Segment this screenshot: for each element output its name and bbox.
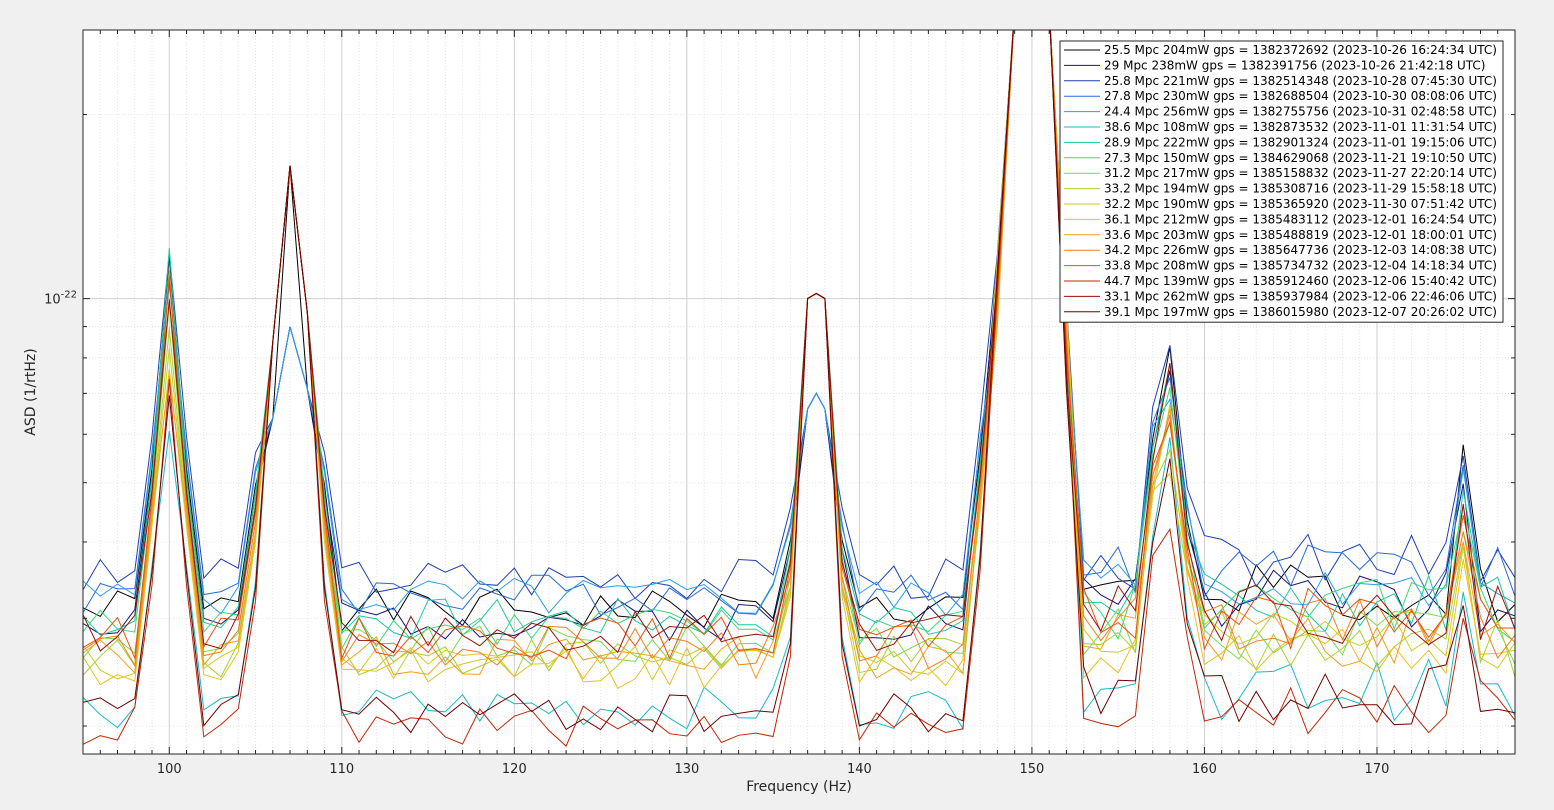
legend-entry[interactable]: 29 Mpc 238mW gps = 1382391756 (2023-10-2…: [1104, 58, 1486, 72]
x-tick-label: 130: [674, 762, 699, 777]
legend-entry[interactable]: 27.8 Mpc 230mW gps = 1382688504 (2023-10…: [1104, 89, 1497, 103]
x-tick-label: 120: [502, 762, 527, 777]
legend-entry[interactable]: 24.4 Mpc 256mW gps = 1382755756 (2023-10…: [1104, 105, 1497, 119]
series-line: [83, 30, 1515, 617]
legend-entry[interactable]: 44.7 Mpc 139mW gps = 1385912460 (2023-12…: [1104, 274, 1497, 288]
x-axis-label: Frequency (Hz): [746, 779, 852, 795]
legend-entry[interactable]: 32.2 Mpc 190mW gps = 1385365920 (2023-11…: [1104, 197, 1497, 211]
x-tick-label: 160: [1192, 762, 1217, 777]
legend-entry[interactable]: 25.5 Mpc 204mW gps = 1382372692 (2023-10…: [1104, 43, 1497, 57]
legend-entry[interactable]: 33.6 Mpc 203mW gps = 1385488819 (2023-12…: [1104, 228, 1497, 242]
series-line: [83, 30, 1515, 734]
legend-entry[interactable]: 27.3 Mpc 150mW gps = 1384629068 (2023-11…: [1104, 151, 1497, 165]
x-axis: 100 110 120 130 140 150 160 170: [82, 30, 1516, 777]
legend-box: [1059, 40, 1504, 323]
x-tick-label: 110: [329, 762, 354, 777]
x-tick-label: 140: [847, 762, 872, 777]
legend-entry[interactable]: 36.1 Mpc 212mW gps = 1385483112 (2023-12…: [1104, 212, 1497, 226]
legend-entry[interactable]: 31.2 Mpc 217mW gps = 1385158832 (2023-11…: [1104, 166, 1497, 180]
x-tick-label: 150: [1020, 762, 1045, 777]
legend-entry[interactable]: 33.1 Mpc 262mW gps = 1385937984 (2023-12…: [1104, 289, 1497, 303]
y-axis-label: ASD (1/rtHz): [23, 348, 39, 435]
y-axis: 10-22: [44, 114, 1515, 727]
series-lines: [83, 30, 1515, 747]
x-tick-label: 170: [1365, 762, 1390, 777]
legend-entry[interactable]: 38.6 Mpc 108mW gps = 1382873532 (2023-11…: [1104, 120, 1497, 134]
plot-border: [82, 29, 1516, 755]
legend-entry[interactable]: 33.8 Mpc 208mW gps = 1385734732 (2023-12…: [1104, 259, 1497, 273]
y-tick-label: 10-22: [44, 290, 77, 308]
legend-entry[interactable]: 39.1 Mpc 197mW gps = 1386015980 (2023-12…: [1104, 305, 1497, 319]
legend-entry[interactable]: 28.9 Mpc 222mW gps = 1382901324 (2023-11…: [1104, 135, 1497, 149]
legend-entry[interactable]: 33.2 Mpc 194mW gps = 1385308716 (2023-11…: [1104, 182, 1497, 196]
legend-entry[interactable]: 25.8 Mpc 221mW gps = 1382514348 (2023-10…: [1104, 74, 1497, 88]
x-tick-label: 100: [157, 762, 182, 777]
legend-entry[interactable]: 34.2 Mpc 226mW gps = 1385647736 (2023-12…: [1104, 243, 1497, 257]
legend[interactable]: 25.5 Mpc 204mW gps = 1382372692 (2023-10…: [1059, 40, 1504, 323]
